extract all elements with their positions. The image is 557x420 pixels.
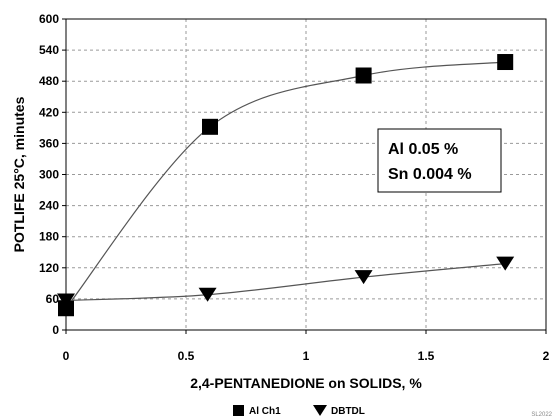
data-point-dbtdl (198, 287, 217, 302)
x-tick-label: 0.5 (178, 349, 195, 363)
annotation-line-al: Al 0.05 % (388, 141, 458, 158)
y-tick-label: 60 (46, 292, 60, 306)
data-point-al-ch1 (202, 118, 218, 135)
y-tick-label: 360 (39, 136, 59, 150)
x-axis-label: 2,4-PENTANEDIONE on SOLIDS, % (190, 375, 422, 391)
y-tick-label: 300 (39, 168, 59, 182)
annotation-box: Al 0.05 % Sn 0.004 % (377, 128, 502, 193)
data-point-dbtdl (57, 293, 75, 308)
series-line-1 (65, 263, 506, 302)
data-point-dbtdl (354, 270, 373, 285)
x-tick-label: 2 (543, 349, 550, 363)
y-tick-label: 420 (39, 105, 59, 119)
legend-label-dbtdl: DBTDL (331, 406, 365, 417)
annotation-line-sn: Sn 0.004 % (388, 166, 472, 183)
y-tick-label: 600 (39, 12, 59, 26)
y-tick-label: 120 (39, 261, 59, 275)
x-tick-label: 1 (303, 349, 310, 363)
series-line-0 (65, 61, 506, 309)
grid-lines (66, 19, 546, 330)
x-tick-label: 1.5 (418, 349, 435, 363)
data-point-al-ch1 (355, 67, 372, 84)
y-tick-label: 180 (39, 230, 59, 244)
series-layer (57, 54, 515, 317)
y-tick-label: 540 (39, 43, 59, 57)
y-tick-label: 0 (52, 323, 59, 337)
legend-triangle-marker (313, 405, 327, 416)
legend-square-marker (233, 405, 244, 416)
y-tick-label: 480 (39, 74, 59, 88)
corner-note: SL2022 (531, 412, 552, 418)
axis-ticks: 0 60 120 180 240 300 360 420 480 540 600 0 0.5 1 1.5 2 (39, 12, 550, 363)
data-point-al-ch1 (497, 54, 514, 71)
legend-label-al-ch1: Al Ch1 (249, 406, 281, 417)
data-point-dbtdl (496, 256, 515, 271)
data-point-al-ch1 (58, 300, 74, 317)
y-axis-label: POTLIFE 25°C, minutes (11, 96, 27, 252)
legend: Al Ch1 DBTDL (233, 405, 365, 417)
annotation-frame (377, 128, 502, 193)
y-tick-label: 240 (39, 199, 59, 213)
x-tick-label: 0 (63, 349, 70, 363)
